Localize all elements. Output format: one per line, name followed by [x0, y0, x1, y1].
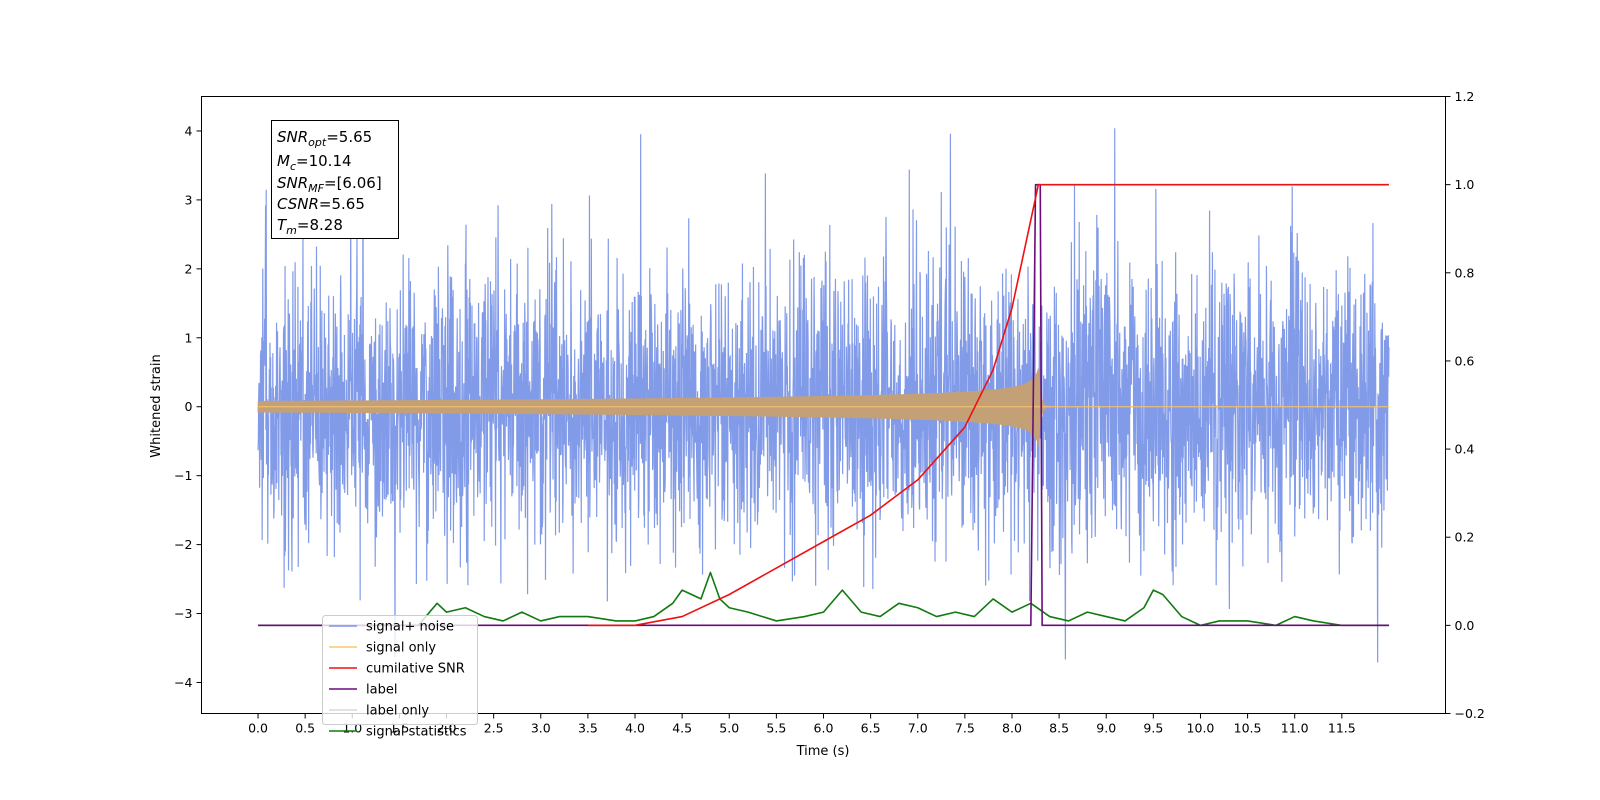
x-axis-label: Time (s): [796, 744, 850, 759]
info-sub: opt: [308, 136, 327, 149]
info-line: SNRMF=[6.06]: [277, 174, 382, 195]
info-sub: m: [286, 224, 297, 237]
info-sub: MF: [308, 182, 324, 195]
y-axis-label: Whitened strain: [149, 354, 164, 457]
x-tick-label: 5.0: [719, 721, 739, 736]
info-var: M: [277, 152, 290, 170]
info-sub: c: [290, 160, 296, 173]
y2-tick-label: 0.8: [1455, 265, 1475, 280]
x-tick-label: 3.0: [531, 721, 551, 736]
info-var: CSNR: [277, 195, 319, 213]
y2-tick-label: 0.0: [1455, 618, 1475, 633]
legend-label: signal only: [366, 641, 436, 656]
x-tick-label: 0.5: [295, 721, 315, 736]
x-tick-label: 2.5: [484, 721, 504, 736]
series-cumulative-snr: [587, 183, 1389, 627]
y-tick-label: 3: [185, 192, 193, 207]
y2-axis: −0.2 0.0 0.2 0.4 0.6 0.8 1.0 1.2: [1445, 89, 1485, 721]
legend-label: cumilative SNR: [366, 662, 465, 677]
legend-label: label: [366, 683, 397, 698]
x-tick-label: 7.0: [908, 721, 928, 736]
x-tick-label: 9.0: [1096, 721, 1116, 736]
y2-tick-label: 0.2: [1455, 530, 1475, 545]
x-tick-label: 11.5: [1328, 721, 1356, 736]
x-tick-label: 4.5: [672, 721, 692, 736]
info-value: =5.65: [319, 195, 365, 213]
y-tick-label: −3: [174, 606, 192, 621]
x-tick-label: 3.5: [578, 721, 598, 736]
y-tick-label: 0: [185, 399, 193, 414]
x-tick-label: 6.0: [814, 721, 834, 736]
y2-tick-label: 0.6: [1455, 353, 1475, 368]
info-value: =8.28: [297, 216, 343, 234]
x-tick-label: 7.5: [955, 721, 975, 736]
x-tick-label: 8.0: [1002, 721, 1022, 736]
y-tick-label: −2: [174, 537, 192, 552]
y2-tick-label: 1.0: [1455, 177, 1475, 192]
info-value: =10.14: [296, 152, 352, 170]
legend: signal+ noise signal only cumilative SNR la…: [322, 615, 478, 740]
x-tick-label: 8.5: [1049, 721, 1069, 736]
info-var: SNR: [277, 128, 308, 146]
y2-tick-label: 0.4: [1455, 442, 1475, 457]
x-tick-label: 10.5: [1234, 721, 1262, 736]
info-line: Tm=8.28: [277, 216, 343, 237]
legend-frame: [322, 615, 478, 725]
info-line: CSNR=5.65: [277, 195, 365, 213]
legend-label: signal statistics: [366, 725, 467, 740]
legend-label: signal+ noise: [366, 620, 454, 635]
info-line: Mc=10.14: [277, 152, 352, 173]
y-tick-label: 1: [185, 330, 193, 345]
y-tick-label: −1: [174, 468, 192, 483]
x-tick-label: 6.5: [861, 721, 881, 736]
x-tick-label: 4.0: [625, 721, 645, 736]
info-var: SNR: [277, 174, 308, 192]
y-tick-label: 4: [185, 123, 193, 138]
x-tick-label: 0.0: [248, 721, 268, 736]
info-line: SNRopt=5.65: [277, 128, 372, 149]
series-layer: [257, 128, 1390, 663]
info-box-frame: [271, 120, 399, 239]
x-tick-label: 5.5: [766, 721, 786, 736]
info-var: T: [277, 216, 288, 234]
legend-label: label only: [366, 704, 429, 719]
info-box: SNRopt=5.65Mc=10.14SNRMF=[6.06]CSNR=5.65…: [271, 120, 399, 239]
x-tick-label: 9.5: [1143, 721, 1163, 736]
series-signal-noise: [257, 128, 1390, 663]
x-tick-label: 10.0: [1187, 721, 1215, 736]
series-signal-statistics: [258, 571, 1389, 627]
y2-tick-label: 1.2: [1455, 89, 1475, 104]
y-tick-label: −4: [174, 675, 192, 690]
info-value: =[6.06]: [324, 174, 382, 192]
y-axis: −4 −3 −2 −1 0 1 2 3 4: [174, 123, 202, 690]
y2-tick-label: −0.2: [1455, 706, 1485, 721]
info-value: =5.65: [326, 128, 372, 146]
y-tick-label: 2: [185, 261, 193, 276]
x-tick-label: 11.0: [1281, 721, 1309, 736]
